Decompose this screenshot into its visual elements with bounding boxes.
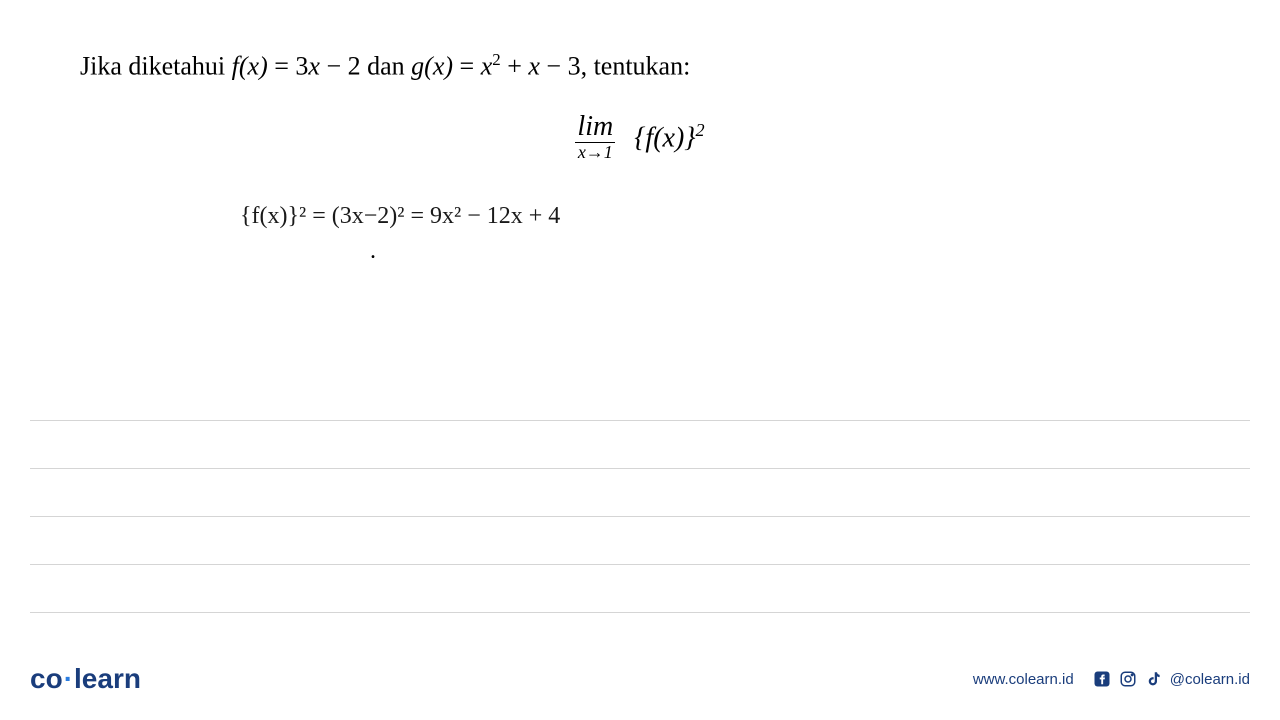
x-sq: x bbox=[481, 52, 493, 81]
eq2: = bbox=[453, 52, 481, 81]
exp-outer: 2 bbox=[695, 120, 704, 140]
minus3: − 3, tentukan: bbox=[540, 52, 690, 81]
handwritten-dot: . bbox=[370, 238, 1200, 265]
logo-dot: · bbox=[64, 663, 73, 695]
limit-expression: lim x→1 {f(x)}2 bbox=[80, 112, 1200, 164]
fx-paren: (x) bbox=[239, 52, 268, 81]
var-x2: x bbox=[528, 52, 540, 81]
ruled-line bbox=[30, 420, 1250, 468]
footer: co·learn www.colearn.id @colearn.id bbox=[30, 663, 1250, 695]
handwritten-work: {f(x)}² = (3x−2)² = 9x² − 12x + 4 bbox=[240, 203, 1200, 230]
instagram-icon bbox=[1118, 669, 1138, 689]
website-url: www.colearn.id bbox=[973, 671, 1074, 688]
ruled-line bbox=[30, 612, 1250, 660]
ruled-line bbox=[30, 468, 1250, 516]
logo-part1: co bbox=[30, 663, 63, 694]
ruled-line bbox=[30, 516, 1250, 564]
eq1: = 3 bbox=[268, 52, 309, 81]
fx-squared: {f(x)}2 bbox=[634, 120, 704, 154]
tiktok-icon bbox=[1144, 669, 1164, 689]
brace-open: { bbox=[634, 123, 645, 154]
lim-text: lim bbox=[575, 112, 615, 144]
brand-logo: co·learn bbox=[30, 663, 141, 695]
fx-f: f bbox=[232, 52, 239, 81]
lim-approach: x→1 bbox=[575, 143, 615, 163]
gx-paren: (x) bbox=[424, 52, 453, 81]
brace-close: } bbox=[684, 123, 695, 154]
facebook-icon bbox=[1092, 669, 1112, 689]
logo-part2: learn bbox=[74, 663, 141, 694]
gx-g: g bbox=[411, 52, 424, 81]
social-handle: @colearn.id bbox=[1170, 671, 1250, 688]
minus2: − 2 dan bbox=[320, 52, 411, 81]
exp-2: 2 bbox=[492, 50, 500, 69]
limit-symbol: lim x→1 bbox=[575, 112, 615, 164]
ruled-line bbox=[30, 564, 1250, 612]
footer-right: www.colearn.id @colearn.id bbox=[973, 669, 1250, 689]
social-group: @colearn.id bbox=[1092, 669, 1250, 689]
ruled-paper-lines bbox=[30, 420, 1250, 660]
text-prefix: Jika diketahui bbox=[80, 52, 232, 81]
var-x1: x bbox=[308, 52, 320, 81]
content-area: Jika diketahui f(x) = 3x − 2 dan g(x) = … bbox=[0, 0, 1280, 265]
problem-statement: Jika diketahui f(x) = 3x − 2 dan g(x) = … bbox=[80, 50, 1200, 82]
plus: + bbox=[501, 52, 529, 81]
paren-x: (x) bbox=[653, 123, 684, 154]
